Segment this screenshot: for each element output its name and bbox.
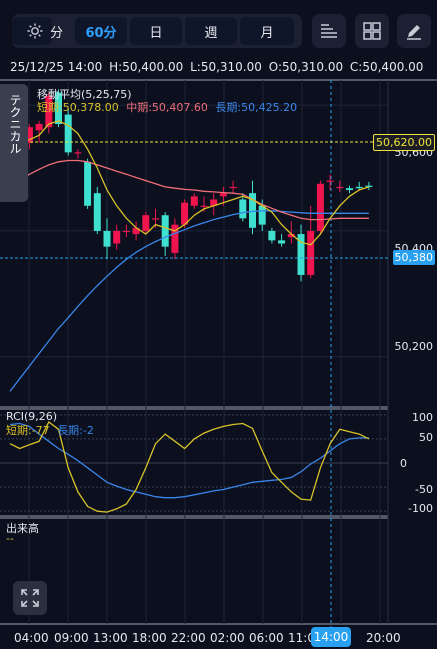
tab-day[interactable]: 日 bbox=[130, 17, 182, 45]
crosshair-time-label: 14:00 bbox=[311, 627, 351, 647]
candle-body bbox=[190, 196, 198, 206]
top-toolbar: 分 60分 日 週 月 bbox=[0, 0, 437, 62]
grid-icon bbox=[363, 22, 381, 40]
candle-body bbox=[35, 124, 43, 131]
rci-tick: -50 bbox=[415, 483, 433, 496]
side-tab-label: テクニカル bbox=[8, 94, 22, 154]
x-tick: 06:00 bbox=[249, 631, 284, 645]
x-tick: 04:00 bbox=[14, 631, 49, 645]
tab-60min[interactable]: 60分 bbox=[75, 17, 127, 45]
candle-body bbox=[181, 202, 189, 225]
tab-label: 60分 bbox=[85, 25, 117, 41]
current-price-marker: 50,380 bbox=[392, 250, 435, 265]
high-price-marker: 50,620.00 bbox=[373, 134, 435, 151]
ma-short-label: 短期:50,378.00 bbox=[37, 101, 119, 114]
candle-body bbox=[93, 193, 101, 231]
candle-body bbox=[84, 161, 92, 206]
candle-body bbox=[239, 199, 247, 219]
candle-body bbox=[307, 230, 315, 275]
draw-button[interactable] bbox=[397, 14, 431, 48]
rci-values: 短期:-77 長期:-2 bbox=[6, 422, 94, 438]
candle-body bbox=[229, 186, 237, 189]
timeframe-selector: 分 60分 日 週 月 bbox=[12, 14, 302, 48]
pencil-icon bbox=[407, 25, 421, 40]
rci-long-label: 長期:-2 bbox=[57, 424, 94, 437]
expand-icon bbox=[21, 589, 39, 607]
x-tick: 09:00 bbox=[54, 631, 89, 645]
candle-body bbox=[365, 185, 373, 187]
tab-month[interactable]: 月 bbox=[240, 17, 294, 45]
candle-body bbox=[152, 218, 159, 220]
chart-background bbox=[0, 80, 437, 627]
candle-body bbox=[346, 188, 353, 191]
candle-body bbox=[297, 234, 305, 275]
candle-body bbox=[122, 230, 130, 233]
candle-body bbox=[64, 114, 72, 153]
rci-short-label: 短期:-77 bbox=[6, 424, 50, 437]
candle-body bbox=[103, 230, 111, 247]
candle-body bbox=[249, 193, 256, 228]
ma-short-line bbox=[9, 120, 370, 246]
ma-long-label: 長期:50,425.20 bbox=[215, 101, 298, 114]
layout-grid-button[interactable] bbox=[355, 14, 389, 48]
candle-body bbox=[355, 186, 363, 189]
gear-icon[interactable] bbox=[26, 22, 44, 44]
candle-body bbox=[171, 224, 179, 253]
volume-title: 出来高 bbox=[6, 522, 39, 535]
candle-body bbox=[161, 215, 169, 247]
ma-long-line bbox=[9, 210, 369, 392]
candle-body bbox=[278, 240, 286, 244]
ohlc-open: O:50,310.00 bbox=[268, 60, 344, 74]
rci-tick: 100 bbox=[412, 411, 433, 424]
indicator-list-button[interactable] bbox=[312, 14, 346, 48]
ma-mid-label: 中期:50,407.60 bbox=[126, 101, 208, 114]
price-tick: 50,200 bbox=[394, 340, 434, 353]
ma-mid-line bbox=[9, 159, 369, 221]
candle-body bbox=[287, 234, 295, 238]
candle-body bbox=[316, 183, 324, 231]
technical-side-tab[interactable]: テクニカル bbox=[0, 84, 28, 202]
x-tick: 20:00 bbox=[366, 631, 401, 645]
ohlc-close: C:50,400.00 bbox=[349, 60, 424, 74]
tab-week[interactable]: 週 bbox=[185, 17, 237, 45]
x-tick: 18:00 bbox=[132, 631, 167, 645]
candle-body bbox=[113, 230, 121, 244]
tab-label: 週 bbox=[204, 25, 218, 41]
tab-label: 日 bbox=[149, 25, 163, 41]
volume-value: -- bbox=[6, 532, 14, 545]
x-tick: 13:00 bbox=[93, 631, 128, 645]
ma-title: 移動平均(5,25,75) bbox=[37, 88, 132, 101]
x-tick: 02:00 bbox=[210, 631, 245, 645]
candle-body bbox=[219, 193, 227, 197]
tab-label: 月 bbox=[260, 25, 274, 41]
rci-title: RCI(9,26) bbox=[6, 410, 58, 423]
candle-body bbox=[336, 186, 344, 189]
ohlc-high: H:50,400.00 bbox=[109, 60, 184, 74]
rci-tick: -100 bbox=[408, 502, 433, 515]
candle-body bbox=[210, 199, 218, 206]
candle-body bbox=[132, 227, 140, 235]
tab-label: 分 bbox=[50, 25, 64, 41]
candle-body bbox=[268, 230, 276, 241]
ohlc-readout: 25/12/25 14:00 H:50,400.00 L:50,310.00 O… bbox=[10, 60, 426, 74]
ohlc-low: L:50,310.00 bbox=[190, 60, 262, 74]
fullscreen-button[interactable] bbox=[13, 581, 47, 615]
tab-minute[interactable]: 分 bbox=[12, 17, 63, 45]
rci-tick: 0 bbox=[400, 457, 407, 470]
list-icon bbox=[321, 24, 337, 38]
candle-body bbox=[142, 215, 150, 231]
x-tick: 22:00 bbox=[171, 631, 206, 645]
candle-body bbox=[74, 152, 82, 154]
candle-body bbox=[258, 205, 266, 225]
candle-body bbox=[200, 205, 208, 207]
ohlc-datetime: 25/12/25 14:00 bbox=[10, 60, 103, 74]
candle-body bbox=[326, 180, 334, 182]
ma-values: 短期:50,378.00 中期:50,407.60 長期:50,425.20 bbox=[37, 99, 297, 115]
rci-tick: 50 bbox=[419, 431, 433, 444]
